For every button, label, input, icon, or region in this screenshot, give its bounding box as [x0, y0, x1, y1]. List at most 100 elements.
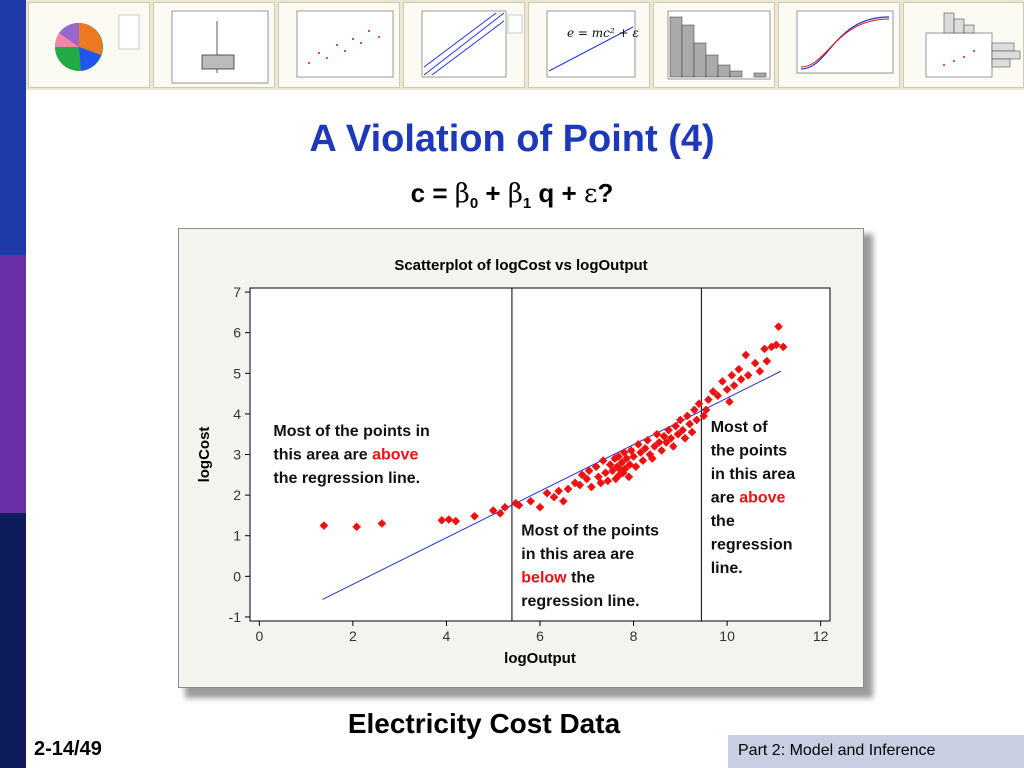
slide-title: A Violation of Point (4): [309, 118, 715, 160]
data-point: [617, 458, 626, 467]
data-point: [755, 367, 764, 376]
data-point: [713, 391, 722, 400]
x-tick-label: 0: [255, 628, 263, 644]
cdf-plot-thumbnail-icon: [796, 10, 894, 74]
chart-title: Scatterplot of logCost vs logOutput: [394, 257, 647, 274]
thumbnail-marginal-plot: [903, 2, 1024, 88]
sidebar-blue-band: [0, 0, 26, 255]
data-point: [622, 454, 631, 463]
equation-equals: =: [432, 178, 448, 208]
data-point: [774, 322, 783, 331]
data-point: [614, 452, 623, 461]
data-point: [629, 452, 638, 461]
data-point: [636, 448, 645, 457]
data-point: [631, 462, 640, 471]
data-point: [514, 501, 523, 510]
annotation-segment: the: [567, 570, 596, 587]
model-equation: c = β0 + β1 q + ε?: [0, 178, 1024, 212]
data-point: [681, 434, 689, 443]
annotation-segment: Most of the points: [521, 523, 659, 540]
data-point: [725, 397, 734, 406]
data-point: [599, 456, 608, 465]
data-point: [603, 476, 612, 485]
svg-text:e = mc² + ε: e = mc² + ε: [567, 26, 639, 40]
boxplot-thumbnail-icon: [171, 10, 269, 84]
annotation-segment: in this area are: [521, 546, 634, 563]
annotation-highlight: below: [521, 570, 567, 587]
x-tick-label: 2: [349, 628, 357, 644]
thumbnail-histogram: [653, 2, 775, 88]
data-point: [496, 509, 505, 518]
annotation-segment: are: [711, 490, 739, 507]
equation-q: q: [538, 178, 555, 208]
data-point: [638, 456, 647, 465]
data-point: [578, 470, 587, 479]
y-tick-label: 7: [233, 284, 241, 300]
data-point: [575, 480, 584, 489]
data-point: [606, 460, 615, 469]
annotation-text: Most of the points in this area are above th…: [711, 419, 796, 577]
data-point: [554, 487, 563, 496]
x-tick-label: 12: [813, 628, 829, 644]
data-point: [678, 426, 687, 435]
data-point: [673, 430, 682, 439]
thumbnail-pie-chart: [28, 2, 150, 88]
data-point: [685, 420, 694, 429]
data-point: [727, 371, 736, 380]
x-tick-label: 8: [630, 628, 638, 644]
data-point: [625, 460, 634, 469]
data-point: [564, 485, 573, 494]
data-point: [437, 516, 446, 525]
histogram-thumbnail-icon: [667, 10, 771, 80]
sidebar-decoration: [0, 0, 26, 768]
data-point: [601, 468, 610, 477]
annotation-text: Most of the points in this area are below …: [521, 523, 659, 611]
annotation-segment: the regression line: [273, 470, 415, 487]
data-point: [585, 466, 594, 475]
annotation-segment: regression line.: [521, 593, 639, 610]
data-point: [594, 472, 603, 481]
data-point: [666, 434, 675, 443]
data-point: [779, 342, 788, 351]
equation-beta0: β: [454, 179, 470, 209]
data-point: [723, 385, 732, 394]
equation-sub0: 0: [469, 195, 479, 213]
annotation-segment: this area are: [273, 447, 372, 464]
equation-plus-2: +: [561, 178, 577, 208]
data-point: [620, 448, 629, 457]
y-tick-label: 4: [233, 406, 241, 422]
data-point: [741, 351, 750, 360]
data-point: [550, 493, 559, 502]
data-point: [662, 438, 671, 447]
y-axis-label: logCost: [196, 427, 213, 483]
y-tick-label: -1: [229, 609, 242, 625]
sidebar-navy-band: [0, 513, 26, 768]
plot-area: [249, 287, 831, 622]
y-tick-label: 6: [233, 325, 241, 341]
header-thumbnail-strip: e = mc² + ε: [26, 0, 1024, 90]
x-tick-label: 10: [719, 628, 735, 644]
data-point: [648, 454, 657, 463]
annotation-segment: regression: [711, 537, 793, 554]
data-point: [734, 365, 743, 374]
data-point: [319, 521, 328, 530]
y-tick-label: 3: [233, 447, 241, 463]
data-point: [444, 515, 453, 524]
y-tick-label: 5: [233, 365, 241, 381]
slide-number: 2-14/49: [34, 738, 102, 760]
data-point: [664, 426, 673, 435]
data-point: [659, 432, 668, 441]
data-point: [587, 482, 596, 491]
data-point: [690, 405, 699, 414]
thumbnail-fitted-line-plot: e = mc² + ε: [528, 2, 650, 88]
thumbnail-probability-plot: [403, 2, 525, 88]
x-tick-label: 4: [443, 628, 451, 644]
annotation-highlight: above: [372, 447, 418, 464]
scatterplot-thumbnail-icon: [296, 10, 394, 78]
data-point: [627, 446, 636, 455]
y-tick-label: 2: [233, 487, 241, 503]
equation-plus-1: +: [485, 178, 501, 208]
data-point: [621, 464, 630, 473]
x-axis-label: logOutput: [504, 650, 576, 667]
scatterplot-svg: Scatterplot of logCost vs logOutput 0 2 4 6…: [196, 257, 831, 667]
